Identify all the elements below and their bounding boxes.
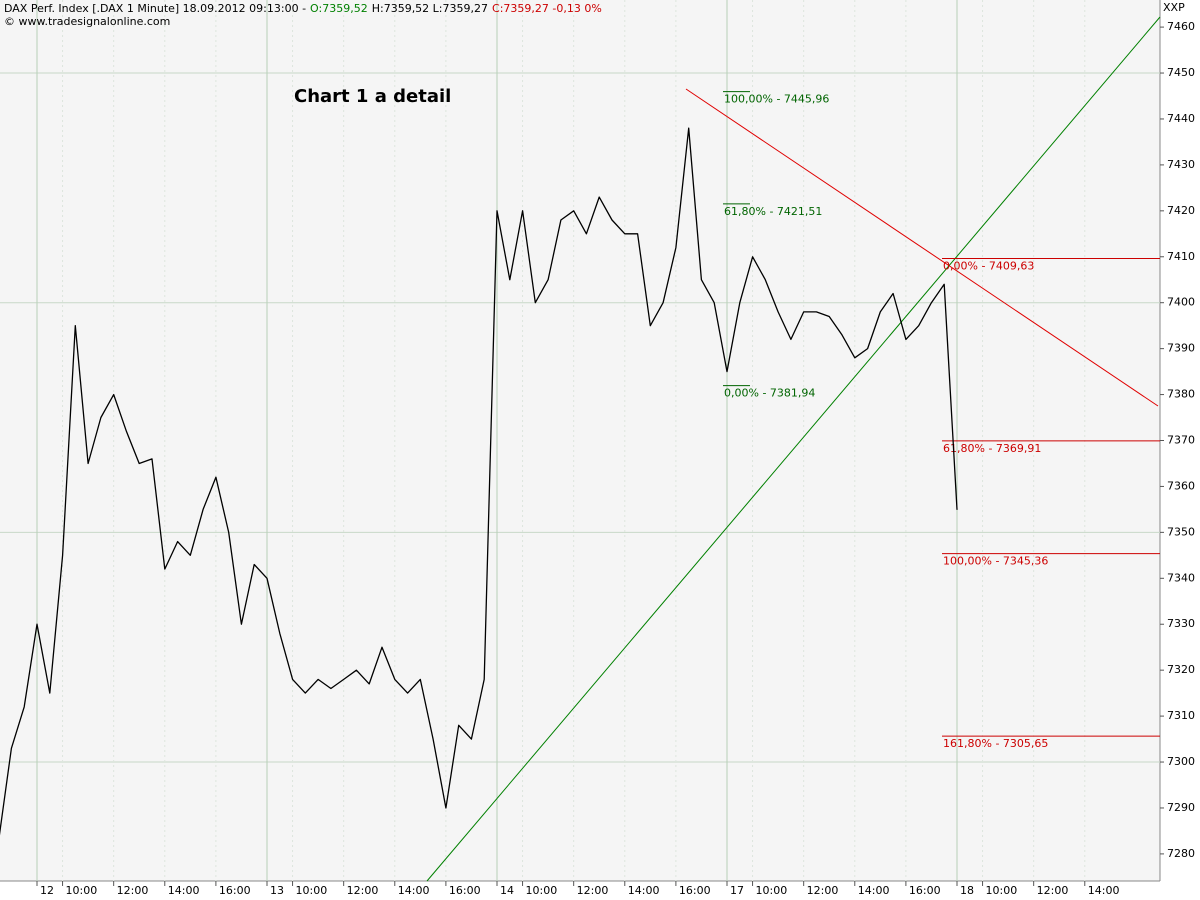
marks: 100,00% - 7445,96 61,80% - 7421,51 0,00% -… [0,91,1160,836]
x-tick-label: 12:00 [807,884,839,897]
y-tick-label: 7430 [1167,158,1195,171]
x-tick-label: 10:00 [526,884,558,897]
y-tick-label: 7360 [1167,479,1195,492]
x-tick-label: 18 [960,884,974,897]
fib-label: 161,80% - 7305,65 [943,737,1048,750]
y-tick-label: 7320 [1167,663,1195,676]
x-tick-label: 17 [730,884,744,897]
y-tick-label: 7460 [1167,20,1195,33]
fib-label: 100,00% - 7445,96 [724,93,829,106]
y-tick-label: 7310 [1167,709,1195,722]
trend-line [426,16,1161,882]
x-tick-label: 14:00 [398,884,430,897]
x-tick-label: 14:00 [168,884,200,897]
fib-label: 61,80% - 7421,51 [724,205,822,218]
x-tick-label: 12:00 [1037,884,1069,897]
header: DAX Perf. Index [.DAX 1 Minute] 18.09.20… [4,2,602,28]
y-tick-label: 7300 [1167,755,1195,768]
y-tick-label: 7330 [1167,617,1195,630]
y-tick-label: 7370 [1167,434,1195,447]
x-tick-label: 12 [40,884,54,897]
x-tick-label: 13 [270,884,284,897]
trend-line [685,88,1159,407]
x-tick-label: 12:00 [347,884,379,897]
fib-label: 0,00% - 7409,63 [943,259,1034,272]
fib-label: 0,00% - 7381,94 [724,387,815,400]
corner-label: XXP [1163,1,1185,14]
header-row: DAX Perf. Index [.DAX 1 Minute] 18.09.20… [4,2,602,15]
chart-title: Chart 1 a detail [294,86,451,107]
x-tick-label: 10:00 [66,884,98,897]
x-tick-label: 14 [500,884,514,897]
fib-label: 61,80% - 7369,91 [943,442,1041,455]
y-tick-label: 7340 [1167,571,1195,584]
x-tick-label: 16:00 [909,884,941,897]
y-tick-label: 7450 [1167,66,1195,79]
x-tick-label: 12:00 [577,884,609,897]
x-tick-label: 16:00 [679,884,711,897]
x-tick-label: 14:00 [858,884,890,897]
y-tick-label: 7390 [1167,342,1195,355]
y-tick-label: 7290 [1167,801,1195,814]
fib-label: 100,00% - 7345,36 [943,555,1048,568]
price-line [0,127,958,836]
x-tick-label: 14:00 [628,884,660,897]
x-tick-label: 16:00 [449,884,481,897]
y-tick-label: 7380 [1167,388,1195,401]
close: C:7359,27 -0,13 0% [492,2,602,15]
y-tick-label: 7350 [1167,525,1195,538]
x-tick-label: 10:00 [986,884,1018,897]
instrument: DAX Perf. Index [.DAX 1 Minute] 18.09.20… [4,2,307,15]
y-tick-label: 7440 [1167,112,1195,125]
source: © www.tradesignalonline.com [4,15,171,28]
high-low: H:7359,52 L:7359,27 [371,2,489,15]
x-tick-label: 12:00 [117,884,149,897]
open: O:7359,52 [310,2,368,15]
x-tick-label: 14:00 [1088,884,1120,897]
y-tick-label: 7280 [1167,847,1195,860]
y-tick-label: 7420 [1167,204,1195,217]
y-tick-label: 7410 [1167,250,1195,263]
x-tick-label: 16:00 [219,884,251,897]
y-tick-label: 7400 [1167,296,1195,309]
x-tick-label: 10:00 [756,884,788,897]
grid [0,0,1160,881]
x-tick-label: 10:00 [296,884,328,897]
